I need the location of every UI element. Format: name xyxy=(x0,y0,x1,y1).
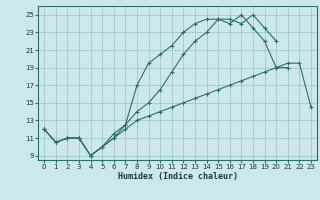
X-axis label: Humidex (Indice chaleur): Humidex (Indice chaleur) xyxy=(118,172,238,181)
